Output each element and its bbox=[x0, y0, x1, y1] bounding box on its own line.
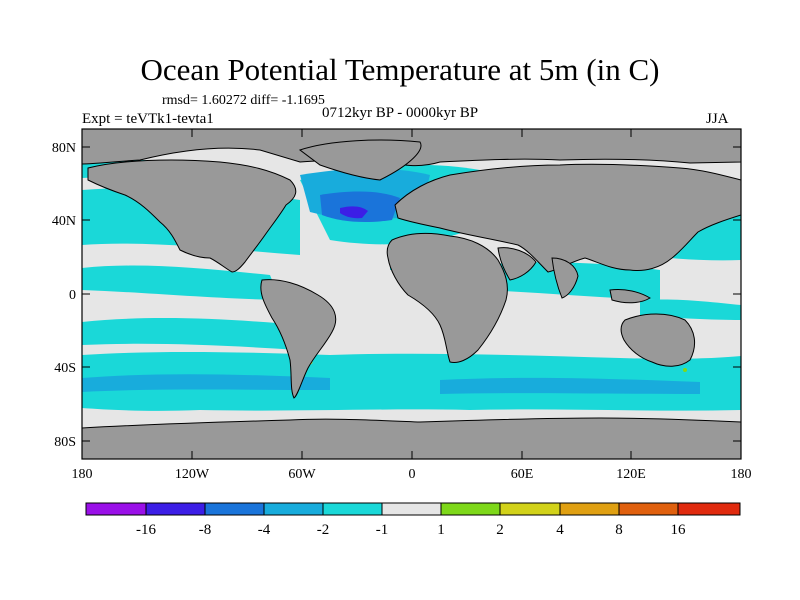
land-masses bbox=[82, 129, 741, 459]
colorbar-swatch bbox=[440, 502, 501, 516]
colorbar-swatch bbox=[618, 502, 679, 516]
map-field bbox=[82, 129, 741, 459]
colorbar-swatch bbox=[559, 502, 620, 516]
colorbar-labels: -16 -8 -4 -2 -1 1 2 4 8 16 bbox=[136, 522, 686, 538]
africa bbox=[386, 232, 508, 363]
lon-label: 120W bbox=[175, 467, 210, 482]
lat-label: 40N bbox=[52, 214, 76, 229]
colorbar-swatch bbox=[204, 502, 265, 516]
greenland bbox=[298, 139, 422, 181]
india bbox=[551, 257, 579, 299]
colorbar-swatch bbox=[677, 502, 741, 516]
lon-label: 60W bbox=[288, 467, 316, 482]
colorbar-label: -2 bbox=[317, 522, 330, 538]
colorbar-swatch bbox=[263, 502, 324, 516]
colorbar-label: 16 bbox=[671, 522, 687, 538]
eurasia bbox=[394, 163, 741, 273]
page-title: Ocean Potential Temperature at 5m (in C) bbox=[140, 52, 660, 87]
rmsd-diff-stats: rmsd= 1.60272 diff= -1.1695 bbox=[162, 93, 325, 108]
colorbar-label: -16 bbox=[136, 522, 156, 538]
colorbar-label: 4 bbox=[556, 522, 564, 538]
colorbar-label: 2 bbox=[496, 522, 504, 538]
south-america bbox=[260, 279, 337, 399]
lat-label: 80N bbox=[52, 141, 76, 156]
colorbar-swatch bbox=[145, 502, 206, 516]
colorbar-label: -8 bbox=[199, 522, 212, 538]
axis-ticks bbox=[82, 129, 741, 459]
australia bbox=[620, 313, 696, 367]
lat-label: 0 bbox=[69, 288, 76, 303]
colorbar-swatch bbox=[381, 502, 442, 516]
lon-label: 0 bbox=[409, 467, 416, 482]
colorbar-label: -1 bbox=[376, 522, 389, 538]
colorbar-swatch bbox=[322, 502, 383, 516]
indonesia bbox=[609, 289, 651, 304]
lon-label: 60E bbox=[511, 467, 534, 482]
colorbar-label: 8 bbox=[615, 522, 623, 538]
lon-label: 120E bbox=[616, 467, 646, 482]
colorbar-label: 1 bbox=[437, 522, 445, 538]
arabia bbox=[497, 247, 537, 281]
experiment-label: Expt = teVTk1-tevta1 bbox=[82, 111, 214, 127]
lon-label: 180 bbox=[72, 467, 93, 482]
antarctica bbox=[82, 417, 741, 459]
longitude-labels: 180 120W 60W 0 60E 120E 180 bbox=[72, 467, 752, 482]
period-label: 0712kyr BP - 0000kyr BP bbox=[322, 105, 479, 121]
lat-label: 80S bbox=[54, 435, 76, 450]
colorbar-swatch bbox=[499, 502, 561, 516]
colorbar-label: -4 bbox=[258, 522, 271, 538]
season-label: JJA bbox=[706, 111, 729, 127]
lon-label: 180 bbox=[731, 467, 752, 482]
colorbar-swatch bbox=[85, 502, 147, 516]
colorbar bbox=[85, 502, 741, 516]
lat-label: 40S bbox=[54, 361, 76, 376]
north-america bbox=[87, 159, 297, 273]
latitude-labels: 80N 40N 0 40S 80S bbox=[52, 141, 76, 450]
